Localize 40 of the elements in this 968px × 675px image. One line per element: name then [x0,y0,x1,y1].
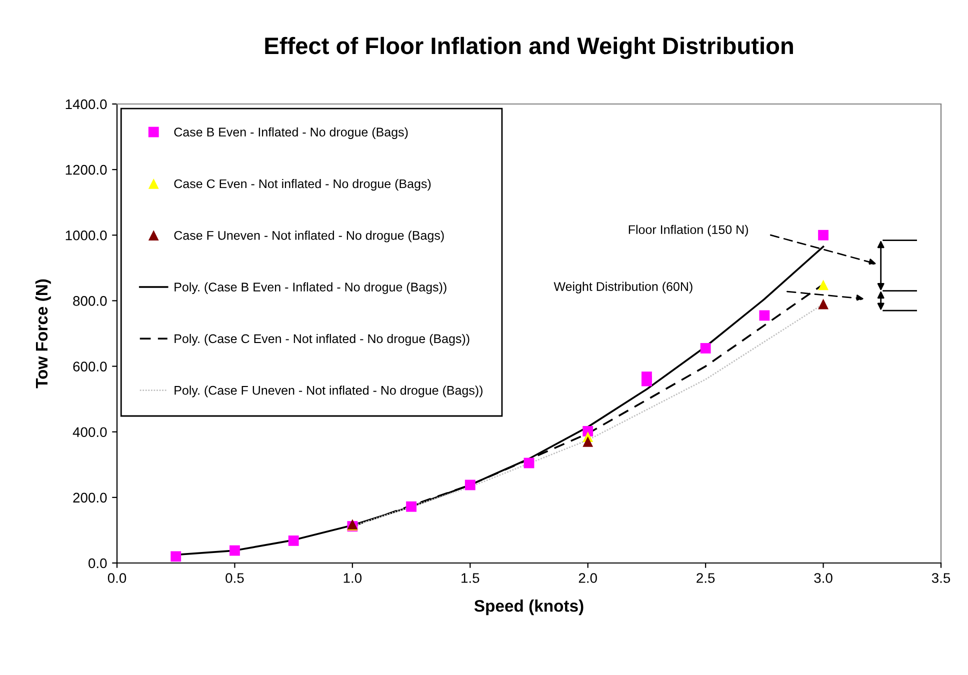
legend-label: Case F Uneven - Not inflated - No drogue (Bags) [174,230,444,242]
x-tick-label: 0.0 [108,573,126,583]
x-tick-label: 2.5 [696,573,715,583]
legend-label: Poly. (Case C Even - Not inflated - No drogue (Bags)) [174,334,470,346]
point [759,310,770,321]
point [170,551,182,562]
y-axis-title: Tow Force (N) [35,279,51,388]
y-tick-label: 1400.0 [66,99,107,110]
x-tick-label: 1.5 [462,573,480,583]
y-tick-label: 0.0 [88,558,107,568]
y-tick-label: 800.0 [73,296,107,306]
chart-title: Effect of Floor Inflation and Weight Distribution [265,36,793,60]
x-tick-label: 3.5 [932,573,950,583]
point [464,480,476,490]
legend-label: Case B Even - Inflated - No drogue (Bags) [174,127,408,139]
legend-label: Case C Even - Not inflated - No drogue (Bags) [174,178,431,191]
annotation: Floor Inflation (150 N) [628,224,748,237]
legend-label: Poly. (Case B Even - Inflated - No drogue (Bags)) [174,282,446,294]
point [818,298,828,310]
point [818,280,828,290]
x-tick-label: 2.0 [578,573,597,583]
point [818,230,828,240]
point [230,545,240,556]
y-tick-label: 400.0 [72,427,107,438]
y-tick-label: 600.0 [73,362,107,372]
legend-label: Poly. (Case F Uneven - Not inflated - No drogue (Bags)) [174,386,482,398]
annotation: Weight Distribution (60N) [554,282,692,294]
y-tick-label: 1000.0 [66,230,107,240]
x-tick-label: 0.5 [226,573,244,583]
point [524,458,534,468]
y-tick-label: 200.0 [73,492,107,503]
x-tick-label: 1.0 [344,573,362,583]
point [288,535,299,546]
point [642,372,652,382]
y-tick-label: 1200.0 [66,164,107,175]
point [700,343,711,354]
point [406,501,416,512]
point [582,436,594,447]
x-tick-label: 3.0 [814,573,832,583]
x-axis-title: Speed (knots) [474,600,584,616]
